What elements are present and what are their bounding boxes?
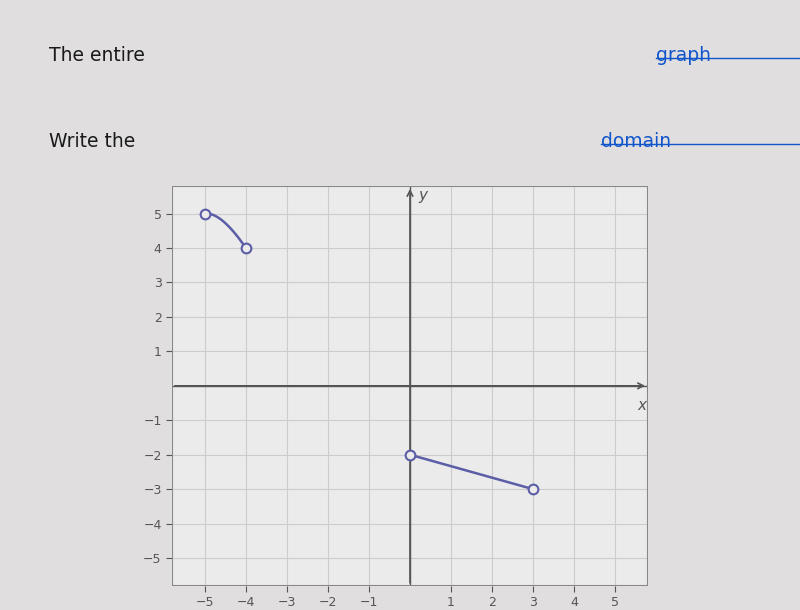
Text: graph: graph bbox=[656, 46, 710, 65]
Text: Write the: Write the bbox=[50, 132, 142, 151]
Text: y: y bbox=[418, 188, 427, 203]
Text: domain: domain bbox=[601, 132, 670, 151]
Text: x: x bbox=[637, 398, 646, 413]
Text: The entire: The entire bbox=[50, 46, 151, 65]
